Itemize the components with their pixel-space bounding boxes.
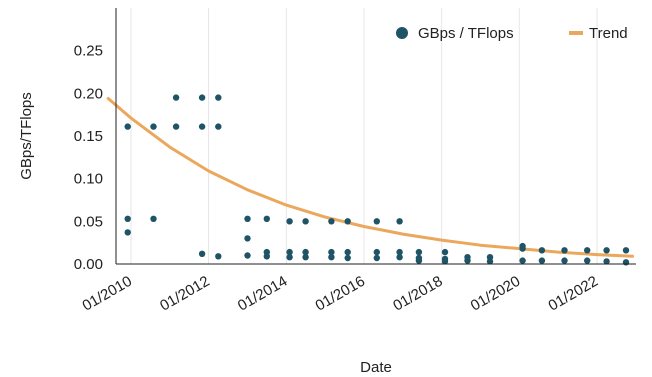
data-point bbox=[622, 259, 630, 266]
data-point bbox=[124, 229, 131, 236]
data-point bbox=[215, 94, 222, 101]
data-point bbox=[150, 215, 157, 222]
data-point bbox=[244, 235, 251, 242]
data-point bbox=[344, 254, 351, 262]
data-point bbox=[302, 248, 309, 256]
data-point bbox=[344, 218, 351, 225]
data-point bbox=[538, 247, 546, 254]
y-axis-title: GBps/TFlops bbox=[18, 92, 35, 180]
gridlines bbox=[130, 8, 598, 264]
data-point bbox=[584, 257, 591, 264]
data-point bbox=[244, 215, 251, 222]
data-point bbox=[124, 123, 131, 130]
data-point bbox=[328, 248, 335, 256]
data-point bbox=[373, 254, 380, 262]
data-point bbox=[622, 247, 630, 254]
data-point bbox=[561, 247, 568, 254]
data-point bbox=[198, 123, 206, 130]
y-tick-label: 0.00 bbox=[74, 256, 103, 273]
data-point bbox=[286, 218, 293, 225]
data-point bbox=[150, 123, 157, 130]
y-tick-label: 0.25 bbox=[74, 43, 103, 60]
legend: GBps / TFlops Trend bbox=[396, 25, 628, 42]
data-point bbox=[328, 218, 335, 225]
x-tick-label: 01/2016 bbox=[312, 273, 367, 315]
data-point bbox=[415, 248, 423, 256]
axes bbox=[115, 8, 636, 265]
x-tick-label: 01/2014 bbox=[235, 273, 290, 315]
data-point bbox=[538, 257, 546, 264]
data-point bbox=[286, 254, 293, 261]
x-tick-label: 01/2012 bbox=[157, 273, 212, 315]
data-point bbox=[302, 254, 309, 261]
data-point bbox=[286, 248, 293, 256]
data-point bbox=[263, 253, 270, 260]
x-tick-labels: 01/2010 01/2012 01/2014 01/2016 01/2018 01/20… bbox=[80, 273, 601, 315]
data-point bbox=[396, 254, 403, 261]
data-point bbox=[263, 215, 270, 222]
data-point bbox=[198, 94, 206, 101]
legend-label-trend: Trend bbox=[589, 25, 628, 42]
data-point bbox=[441, 258, 449, 265]
data-point bbox=[198, 250, 206, 257]
data-point bbox=[215, 123, 222, 130]
data-point bbox=[328, 254, 335, 261]
data-point bbox=[519, 245, 526, 252]
y-tick-label: 0.10 bbox=[74, 171, 103, 188]
data-point bbox=[396, 218, 403, 225]
y-tick-label: 0.15 bbox=[74, 128, 103, 145]
data-point bbox=[441, 248, 449, 256]
data-point bbox=[302, 218, 309, 225]
trend-layer bbox=[106, 97, 634, 258]
y-tick-label: 0.05 bbox=[74, 213, 103, 230]
data-point bbox=[215, 253, 222, 260]
data-point bbox=[415, 257, 423, 264]
y-tick-labels: 0.00 0.05 0.10 0.15 0.20 0.25 bbox=[74, 43, 103, 273]
data-point bbox=[344, 248, 351, 256]
data-point bbox=[373, 218, 380, 225]
data-point bbox=[464, 257, 471, 264]
legend-marker-points bbox=[396, 27, 408, 39]
data-point bbox=[172, 94, 180, 101]
data-point bbox=[519, 257, 526, 264]
data-points bbox=[124, 94, 630, 266]
x-tick-label: 01/2010 bbox=[80, 273, 135, 315]
x-tick-label: 01/2020 bbox=[468, 273, 523, 315]
x-tick-label: 01/2022 bbox=[546, 273, 601, 315]
y-tick-label: 0.20 bbox=[74, 85, 103, 102]
data-point bbox=[244, 252, 251, 259]
data-point bbox=[603, 258, 610, 265]
trend-line bbox=[106, 97, 634, 258]
x-tick-label: 01/2018 bbox=[390, 273, 445, 315]
data-point bbox=[172, 123, 180, 130]
legend-label-points: GBps / TFlops bbox=[418, 25, 514, 42]
data-point bbox=[584, 247, 591, 254]
data-point bbox=[561, 257, 568, 264]
data-point bbox=[486, 258, 494, 265]
data-point bbox=[396, 248, 403, 256]
x-axis-title: Date bbox=[360, 359, 392, 376]
data-point bbox=[373, 248, 380, 256]
data-point bbox=[603, 247, 610, 254]
data-point bbox=[124, 215, 131, 222]
